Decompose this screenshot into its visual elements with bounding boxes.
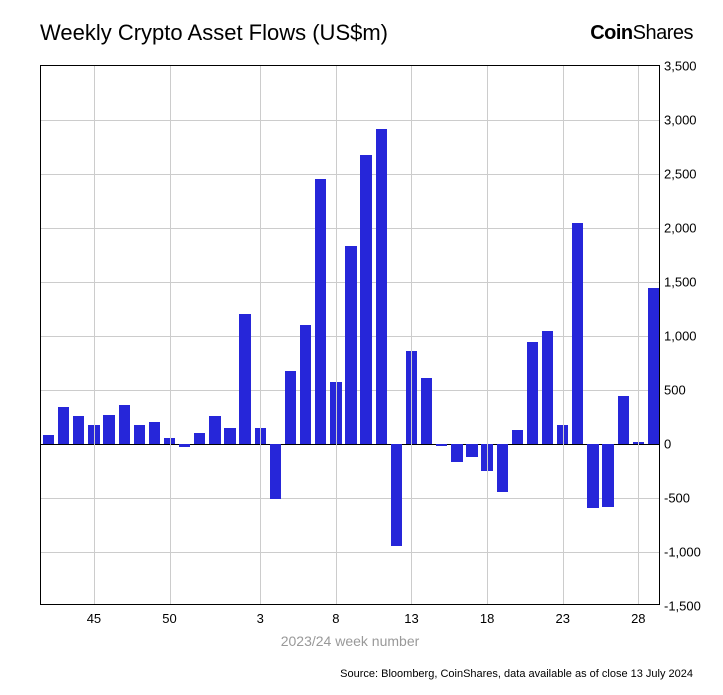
bar <box>572 223 583 444</box>
x-tick-label: 45 <box>87 611 101 626</box>
bar <box>376 129 387 444</box>
x-tick-label: 3 <box>257 611 264 626</box>
bar <box>512 430 523 444</box>
x-tick-label: 23 <box>555 611 569 626</box>
y-tick-label: -1,500 <box>664 599 709 614</box>
bar <box>209 416 220 444</box>
gridline <box>41 498 659 499</box>
bar <box>285 371 296 444</box>
bar <box>224 428 235 444</box>
y-tick-label: 2,000 <box>664 221 709 236</box>
brand-thin: Shares <box>633 22 693 44</box>
bar <box>300 325 311 444</box>
y-tick-label: 0 <box>664 437 709 452</box>
bar <box>527 342 538 444</box>
vgridline <box>170 66 171 604</box>
bar <box>421 378 432 444</box>
y-tick-label: 500 <box>664 383 709 398</box>
bar <box>119 405 130 444</box>
vgridline <box>638 66 639 604</box>
x-tick-label: 50 <box>162 611 176 626</box>
bar <box>602 444 613 507</box>
gridline <box>41 174 659 175</box>
bar <box>134 425 145 444</box>
bar <box>103 415 114 444</box>
gridline <box>41 228 659 229</box>
vgridline <box>94 66 95 604</box>
bar <box>587 444 598 508</box>
bar <box>58 407 69 444</box>
bar <box>497 444 508 492</box>
bar <box>466 444 477 457</box>
x-tick-label: 28 <box>631 611 645 626</box>
y-tick-label: 1,500 <box>664 275 709 290</box>
bar <box>149 422 160 444</box>
bar <box>315 179 326 444</box>
y-tick-label: -500 <box>664 491 709 506</box>
bar <box>648 288 659 444</box>
bar <box>618 396 629 444</box>
brand-bold: Coin <box>590 22 632 44</box>
gridline <box>41 120 659 121</box>
bar <box>391 444 402 546</box>
y-tick-label: 3,500 <box>664 59 709 74</box>
bar <box>194 433 205 444</box>
y-tick-label: -1,000 <box>664 545 709 560</box>
x-tick-label: 8 <box>332 611 339 626</box>
bar <box>451 444 462 462</box>
vgridline <box>563 66 564 604</box>
bar <box>73 416 84 444</box>
gridline <box>41 552 659 553</box>
x-tick-label: 13 <box>404 611 418 626</box>
bar-chart: 2023/24 week number -1,500-1,000-5000500… <box>40 65 660 605</box>
vgridline <box>411 66 412 604</box>
vgridline <box>336 66 337 604</box>
bar <box>43 435 54 444</box>
bar <box>436 444 447 446</box>
source-footer: Source: Bloomberg, CoinShares, data avai… <box>340 668 693 680</box>
brand-logo: CoinShares <box>590 22 693 45</box>
bar <box>270 444 281 499</box>
vgridline <box>260 66 261 604</box>
bar <box>239 314 250 444</box>
y-tick-label: 3,000 <box>664 113 709 128</box>
x-axis-title: 2023/24 week number <box>281 633 420 649</box>
chart-title: Weekly Crypto Asset Flows (US$m) <box>40 20 388 46</box>
bar <box>360 155 371 444</box>
zero-line <box>41 444 659 445</box>
bar <box>542 331 553 444</box>
x-tick-label: 18 <box>480 611 494 626</box>
bar <box>179 444 190 447</box>
bar <box>345 246 356 444</box>
y-tick-label: 2,500 <box>664 167 709 182</box>
vgridline <box>487 66 488 604</box>
y-tick-label: 1,000 <box>664 329 709 344</box>
